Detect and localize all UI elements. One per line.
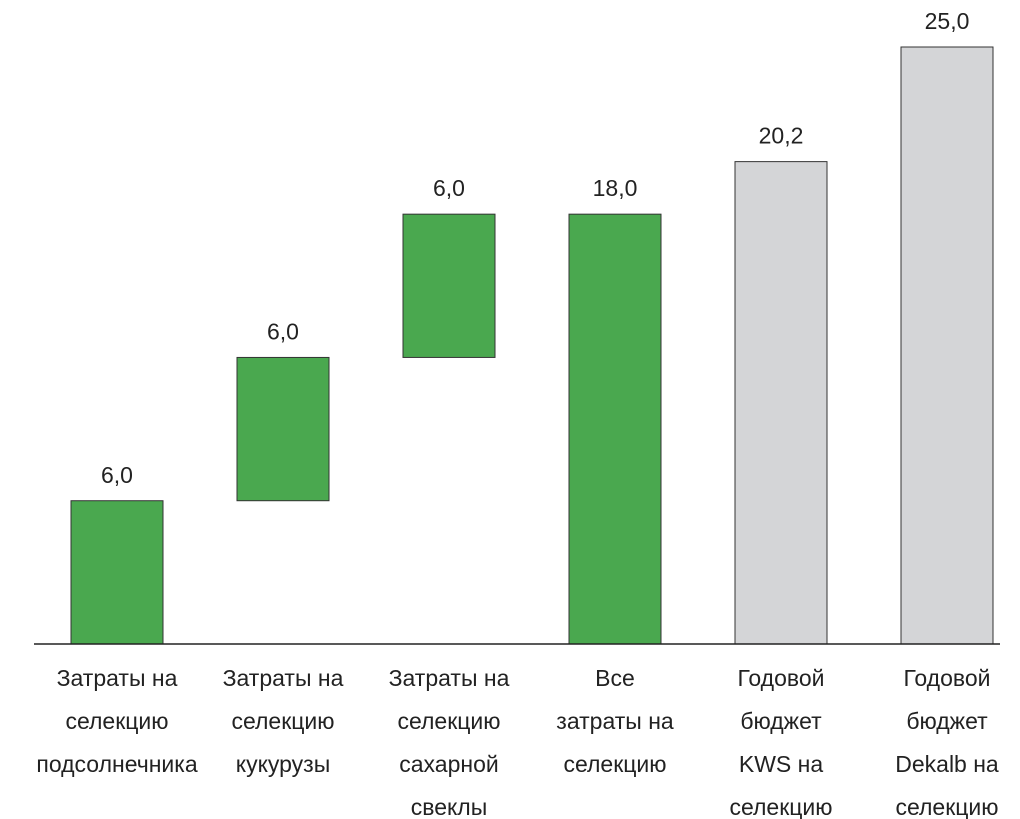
x-tick-label: селекцию bbox=[65, 708, 168, 734]
x-tick-label: Затраты на bbox=[57, 665, 178, 691]
x-tick-label: Dekalb на bbox=[895, 751, 999, 777]
bar bbox=[734, 161, 828, 645]
x-tick-label: свеклы bbox=[411, 794, 488, 819]
x-tick-label: Затраты на bbox=[389, 665, 510, 691]
bar bbox=[236, 356, 330, 502]
bar bbox=[402, 213, 496, 358]
bar bbox=[900, 46, 994, 645]
x-tick-label: Годовой bbox=[737, 665, 824, 691]
x-tick-label: селекцию bbox=[563, 751, 666, 777]
value-label: 25,0 bbox=[925, 8, 970, 34]
value-label: 6,0 bbox=[101, 462, 133, 488]
value-label: 18,0 bbox=[593, 175, 638, 201]
x-tick-label: бюджет bbox=[906, 708, 988, 734]
value-label: 6,0 bbox=[267, 319, 299, 345]
x-tick-label: селекцию bbox=[895, 794, 998, 819]
x-tick-label: Все bbox=[595, 665, 635, 691]
bar bbox=[70, 500, 164, 645]
x-tick-label: Годовой bbox=[903, 665, 990, 691]
x-tick-label: кукурузы bbox=[236, 751, 331, 777]
x-tick-label: селекцию bbox=[729, 794, 832, 819]
x-tick-label: селекцию bbox=[397, 708, 500, 734]
x-tick-label: сахарной bbox=[399, 751, 498, 777]
x-tick-label: затраты на bbox=[556, 708, 674, 734]
x-tick-label: Затраты на bbox=[223, 665, 344, 691]
x-tick-label: подсолнечника bbox=[36, 751, 197, 777]
value-label: 6,0 bbox=[433, 175, 465, 201]
bar bbox=[568, 213, 662, 645]
x-tick-label: бюджет bbox=[740, 708, 822, 734]
value-label: 20,2 bbox=[759, 123, 804, 149]
x-tick-label: селекцию bbox=[231, 708, 334, 734]
x-tick-label: KWS на bbox=[739, 751, 823, 777]
